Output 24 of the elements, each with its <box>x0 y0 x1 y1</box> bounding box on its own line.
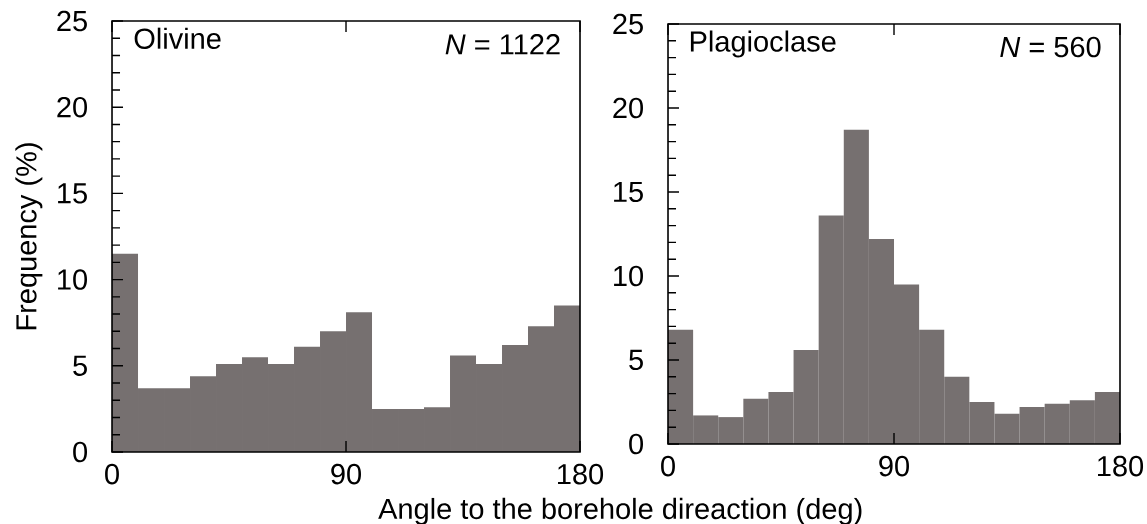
annotation: Olivine <box>134 27 221 49</box>
y-tick-label: 15 <box>614 181 643 203</box>
x-tick-label: 0 <box>661 455 675 477</box>
y-tick-label: 0 <box>629 433 644 455</box>
x-tick-label: 90 <box>331 463 361 485</box>
y-tick-label: 20 <box>57 96 88 118</box>
y-tick-label: 10 <box>614 265 643 287</box>
annotation: N = 1122 <box>445 34 560 55</box>
x-tick-label: 180 <box>1098 455 1144 477</box>
y-tick-label: 20 <box>613 97 643 119</box>
annotation: Plagioclase <box>690 30 836 58</box>
y-tick-label: 25 <box>57 10 87 32</box>
x-tick-label: 180 <box>558 463 604 485</box>
y-axis-title: Frequency (%) <box>15 143 43 330</box>
x-tick-label: 0 <box>105 463 119 485</box>
x-tick-label: 90 <box>879 455 909 477</box>
y-tick-label: 5 <box>73 355 87 376</box>
y-tick-label: 25 <box>613 13 643 35</box>
y-tick-label: 10 <box>58 269 88 290</box>
y-tick-label: 0 <box>73 441 88 463</box>
annotation: N = 560 <box>1000 36 1101 58</box>
x-axis-title: Angle to the borehole direaction (deg) <box>378 497 862 524</box>
y-tick-label: 15 <box>58 183 87 204</box>
y-tick-label: 5 <box>629 349 643 371</box>
